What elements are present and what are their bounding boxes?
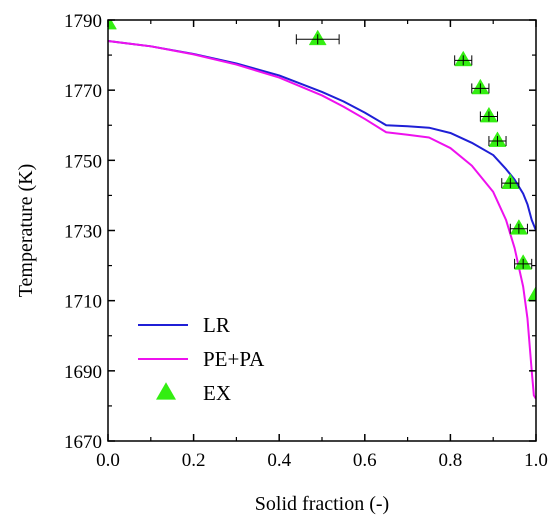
ex-data-point bbox=[514, 254, 533, 270]
y-tick-label: 1770 bbox=[64, 81, 102, 102]
ex-data-point bbox=[471, 78, 490, 95]
legend-swatch bbox=[156, 382, 176, 400]
ex-data-point bbox=[295, 29, 340, 46]
y-axis-title: Temperature (K) bbox=[15, 164, 37, 298]
series-line-lr bbox=[108, 40, 536, 231]
x-tick-label: 0.4 bbox=[267, 450, 291, 471]
curves-layer bbox=[108, 40, 536, 400]
y-tick-label: 1730 bbox=[64, 222, 102, 243]
ex-data-point bbox=[479, 106, 498, 123]
y-tick-label: 1690 bbox=[64, 362, 102, 383]
legend-item-ex: EX bbox=[156, 381, 231, 405]
y-tick-label: 1710 bbox=[64, 292, 102, 313]
legend-item-lr: LR bbox=[138, 313, 230, 337]
ex-data-point bbox=[509, 219, 528, 235]
markers-layer bbox=[108, 20, 536, 302]
x-axis-title: Solid fraction (-) bbox=[255, 493, 389, 515]
legend-label: PE+PA bbox=[203, 347, 265, 371]
ticks-layer: 0.0 0.2 0.4 0.6 0.8 1.0 1670 1690 1710 1730 1750 17… bbox=[64, 11, 548, 471]
ex-data-point bbox=[527, 285, 536, 302]
y-tick-label: 1670 bbox=[64, 432, 102, 453]
legend-label: LR bbox=[203, 313, 230, 337]
ex-data-point bbox=[454, 50, 473, 67]
legend-label: EX bbox=[203, 381, 231, 405]
x-tick-label: 0.8 bbox=[439, 450, 463, 471]
y-tick-label: 1790 bbox=[64, 11, 102, 32]
x-tick-label: 0.2 bbox=[182, 450, 206, 471]
plot-frame bbox=[107, 19, 537, 442]
ex-data-point bbox=[108, 20, 117, 30]
x-tick-label: 0.6 bbox=[353, 450, 377, 471]
legend: LR PE+PA EX bbox=[138, 313, 265, 405]
x-tick-label: 0.0 bbox=[96, 450, 120, 471]
ex-data-point bbox=[488, 131, 507, 147]
y-tick-label: 1750 bbox=[64, 151, 102, 172]
legend-item-pe-pa: PE+PA bbox=[138, 347, 265, 371]
series-line-pe-pa bbox=[108, 40, 536, 400]
x-tick-label: 1.0 bbox=[524, 450, 548, 471]
ex-data-point bbox=[501, 173, 520, 189]
